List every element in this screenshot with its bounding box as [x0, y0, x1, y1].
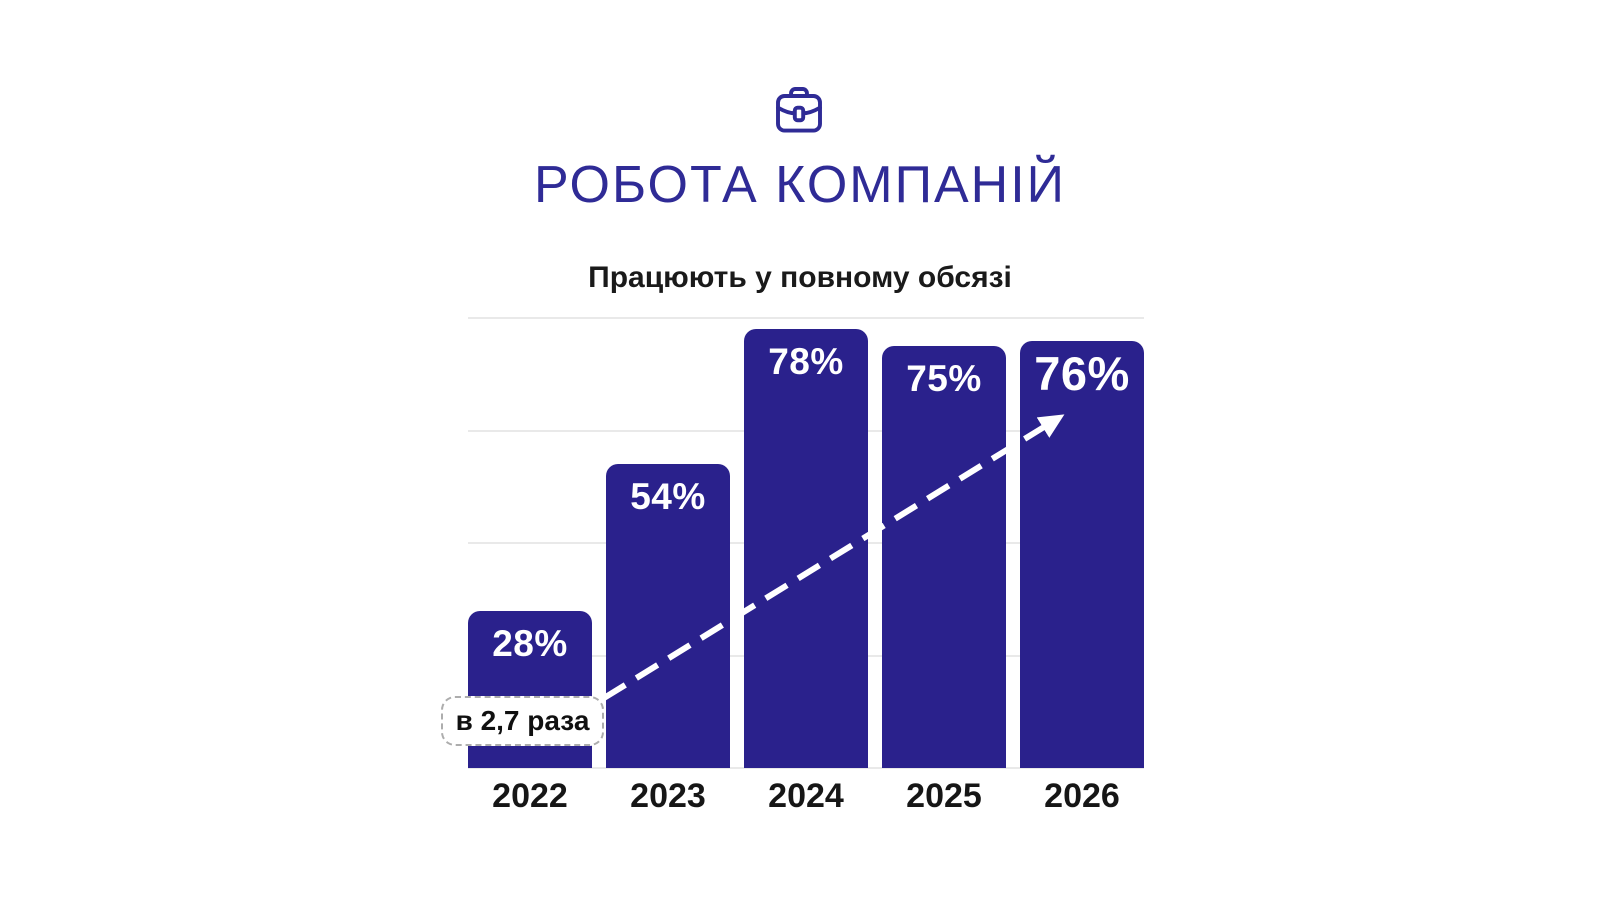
- growth-badge: в 2,7 раза: [441, 696, 604, 746]
- briefcase-icon: [776, 87, 822, 133]
- bar-2023: 54%: [606, 464, 730, 768]
- axis-label-2023: 2023: [630, 777, 706, 815]
- bar-value-label-2026: 76%: [1034, 346, 1130, 400]
- bar-value-label-2022: 28%: [492, 622, 568, 664]
- bar-2025: 75%: [882, 346, 1006, 768]
- bar-2026: 76%: [1020, 340, 1144, 768]
- axis-label-2024: 2024: [768, 777, 844, 815]
- gridline-0pct: [468, 767, 1144, 769]
- bar-value-label-2025: 75%: [906, 358, 982, 400]
- bar-2024: 78%: [744, 329, 868, 768]
- bar-value-label-2023: 54%: [630, 476, 706, 518]
- axis-label-2026: 2026: [1044, 777, 1120, 815]
- bar-value-label-2024: 78%: [768, 341, 844, 383]
- page-title: РОБОТА КОМПАНІЙ: [533, 156, 1067, 214]
- growth-badge-label: в 2,7 раза: [455, 705, 590, 736]
- axis-label-2025: 2025: [906, 777, 982, 815]
- gridline-80pct: [468, 317, 1144, 319]
- chart-title: Працюють у повному обсязі: [588, 261, 1012, 294]
- axis-label-2022: 2022: [492, 777, 568, 815]
